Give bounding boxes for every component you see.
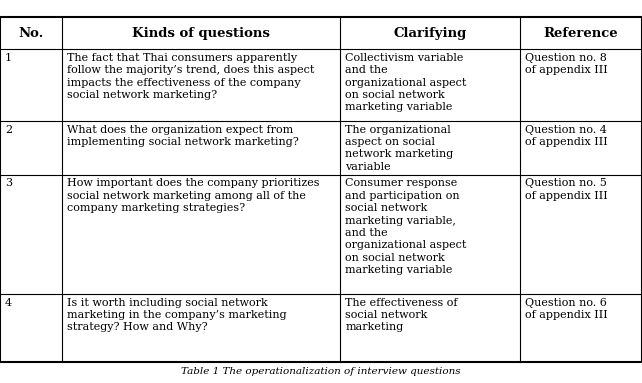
Text: Collectivism variable
and the
organizational aspect
on social network
marketing : Collectivism variable and the organizati… — [345, 53, 467, 112]
Text: The effectiveness of
social network
marketing: The effectiveness of social network mark… — [345, 298, 458, 332]
Text: No.: No. — [19, 26, 44, 39]
Text: The organizational
aspect on social
network marketing
variable: The organizational aspect on social netw… — [345, 125, 453, 172]
Text: What does the organization expect from
implementing social network marketing?: What does the organization expect from i… — [67, 125, 299, 147]
Text: How important does the company prioritizes
social network marketing among all of: How important does the company prioritiz… — [67, 178, 320, 213]
Text: Question no. 8
of appendix III: Question no. 8 of appendix III — [525, 53, 608, 75]
Text: Question no. 5
of appendix III: Question no. 5 of appendix III — [525, 178, 608, 201]
Text: Question no. 4
of appendix III: Question no. 4 of appendix III — [525, 125, 608, 147]
Text: 3: 3 — [5, 178, 12, 188]
Text: Clarifying: Clarifying — [394, 26, 467, 39]
Bar — [0, 17, 642, 362]
Text: Table 1 The operationalization of interview questions: Table 1 The operationalization of interv… — [181, 367, 461, 376]
Text: 4: 4 — [5, 298, 12, 308]
Text: Reference: Reference — [544, 26, 618, 39]
Text: Is it worth including social network
marketing in the company’s marketing
strate: Is it worth including social network mar… — [67, 298, 287, 332]
Text: Question no. 6
of appendix III: Question no. 6 of appendix III — [525, 298, 608, 320]
Text: 1: 1 — [5, 53, 12, 63]
Text: The fact that Thai consumers apparently
follow the majority’s trend, does this a: The fact that Thai consumers apparently … — [67, 53, 315, 100]
Text: 2: 2 — [5, 125, 12, 135]
Text: Consumer response
and participation on
social network
marketing variable,
and th: Consumer response and participation on s… — [345, 178, 467, 275]
Text: Kinds of questions: Kinds of questions — [132, 26, 270, 39]
